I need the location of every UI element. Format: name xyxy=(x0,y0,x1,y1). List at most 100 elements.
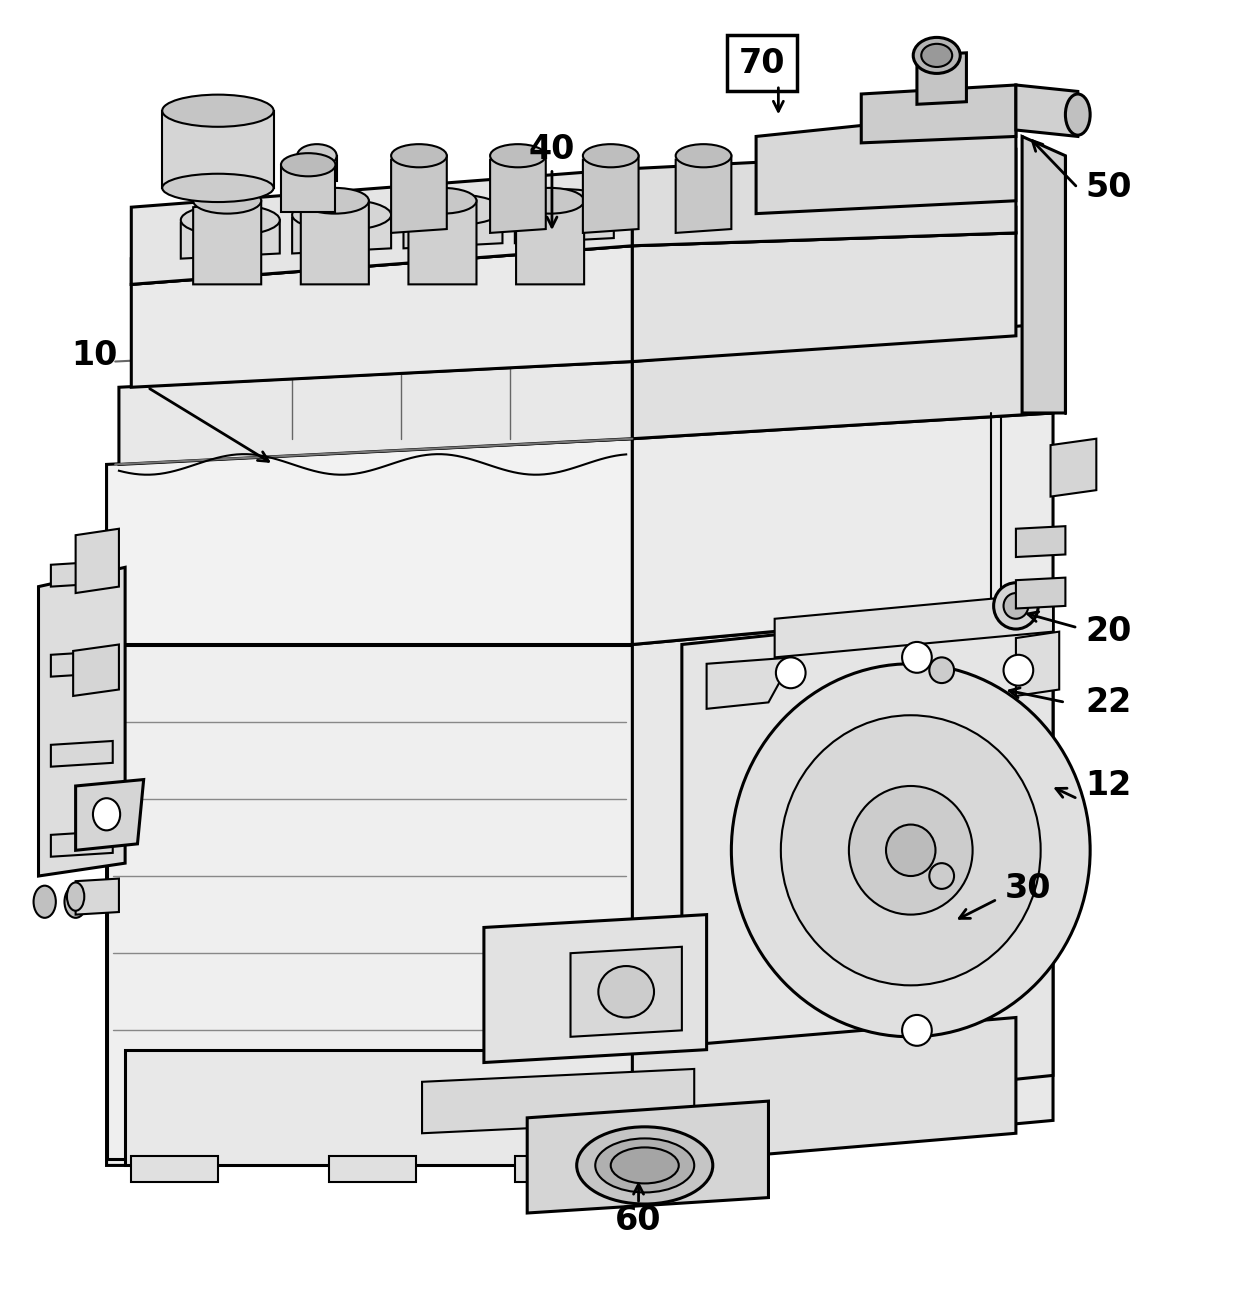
Ellipse shape xyxy=(403,195,502,226)
Ellipse shape xyxy=(599,965,653,1017)
Ellipse shape xyxy=(67,883,84,911)
Circle shape xyxy=(901,642,931,673)
Polygon shape xyxy=(181,220,280,259)
Ellipse shape xyxy=(93,798,120,830)
Polygon shape xyxy=(570,946,682,1036)
Polygon shape xyxy=(119,361,632,464)
Text: 70: 70 xyxy=(739,46,785,80)
Polygon shape xyxy=(676,156,732,233)
Ellipse shape xyxy=(583,144,639,168)
Ellipse shape xyxy=(676,144,732,168)
Ellipse shape xyxy=(391,144,446,168)
Ellipse shape xyxy=(298,144,337,168)
Polygon shape xyxy=(682,606,1053,1114)
Polygon shape xyxy=(76,780,144,851)
Polygon shape xyxy=(862,85,1016,143)
Polygon shape xyxy=(1016,577,1065,608)
Text: 60: 60 xyxy=(615,1204,662,1237)
Polygon shape xyxy=(1016,526,1065,557)
Ellipse shape xyxy=(490,144,546,168)
Ellipse shape xyxy=(33,886,56,918)
Polygon shape xyxy=(1016,85,1078,137)
Text: 22: 22 xyxy=(1085,686,1132,719)
Polygon shape xyxy=(131,169,632,285)
Circle shape xyxy=(993,583,1038,629)
Polygon shape xyxy=(632,324,1053,438)
Polygon shape xyxy=(1022,137,1065,412)
Text: 12: 12 xyxy=(1085,770,1132,803)
Polygon shape xyxy=(1050,438,1096,496)
Polygon shape xyxy=(632,1017,1016,1165)
Ellipse shape xyxy=(301,188,368,214)
Ellipse shape xyxy=(193,188,262,214)
Ellipse shape xyxy=(515,189,614,220)
Polygon shape xyxy=(131,246,632,387)
Circle shape xyxy=(732,664,1090,1036)
Circle shape xyxy=(849,786,972,915)
Polygon shape xyxy=(775,593,1053,657)
Ellipse shape xyxy=(162,174,274,202)
Polygon shape xyxy=(51,741,113,767)
Polygon shape xyxy=(484,915,707,1062)
Ellipse shape xyxy=(408,188,476,214)
Ellipse shape xyxy=(64,886,87,918)
Polygon shape xyxy=(391,156,446,233)
Ellipse shape xyxy=(611,1147,678,1183)
Polygon shape xyxy=(107,438,632,644)
Text: 50: 50 xyxy=(1085,171,1132,205)
Circle shape xyxy=(776,657,806,688)
Polygon shape xyxy=(707,657,794,709)
Ellipse shape xyxy=(293,200,391,231)
Polygon shape xyxy=(632,150,1016,246)
Polygon shape xyxy=(916,53,966,104)
Polygon shape xyxy=(632,233,1016,361)
Polygon shape xyxy=(632,412,1053,644)
Circle shape xyxy=(929,864,954,889)
Polygon shape xyxy=(51,651,113,677)
Polygon shape xyxy=(193,201,262,285)
Text: 40: 40 xyxy=(528,133,575,166)
Polygon shape xyxy=(583,156,639,233)
Polygon shape xyxy=(632,606,1053,1159)
Polygon shape xyxy=(107,638,632,1165)
Polygon shape xyxy=(403,210,502,249)
Ellipse shape xyxy=(1065,94,1090,135)
Polygon shape xyxy=(330,1156,415,1182)
Polygon shape xyxy=(408,201,476,285)
Polygon shape xyxy=(515,1156,601,1182)
Polygon shape xyxy=(107,644,632,1159)
Ellipse shape xyxy=(577,1127,713,1204)
Circle shape xyxy=(929,657,954,683)
Text: 20: 20 xyxy=(1085,615,1132,648)
Polygon shape xyxy=(131,208,1016,285)
Ellipse shape xyxy=(516,188,584,214)
Ellipse shape xyxy=(281,153,336,177)
Polygon shape xyxy=(756,117,1016,214)
Ellipse shape xyxy=(913,37,960,73)
Ellipse shape xyxy=(162,94,274,126)
Polygon shape xyxy=(162,111,274,188)
Ellipse shape xyxy=(595,1138,694,1192)
Polygon shape xyxy=(131,1156,218,1182)
Circle shape xyxy=(1003,593,1028,619)
Polygon shape xyxy=(298,156,337,182)
Polygon shape xyxy=(51,561,113,586)
Polygon shape xyxy=(76,528,119,593)
Text: 30: 30 xyxy=(1006,873,1052,905)
Polygon shape xyxy=(125,1049,632,1165)
Polygon shape xyxy=(515,205,614,244)
Ellipse shape xyxy=(181,205,280,236)
Polygon shape xyxy=(422,1069,694,1133)
Polygon shape xyxy=(281,165,336,213)
Polygon shape xyxy=(76,879,119,915)
Ellipse shape xyxy=(921,44,952,67)
Circle shape xyxy=(1003,655,1033,686)
Text: 10: 10 xyxy=(71,339,118,371)
Polygon shape xyxy=(527,1101,769,1213)
Polygon shape xyxy=(51,831,113,857)
Polygon shape xyxy=(516,201,584,285)
Polygon shape xyxy=(490,156,546,233)
Circle shape xyxy=(781,715,1040,985)
Circle shape xyxy=(901,1014,931,1045)
Polygon shape xyxy=(1016,632,1059,696)
